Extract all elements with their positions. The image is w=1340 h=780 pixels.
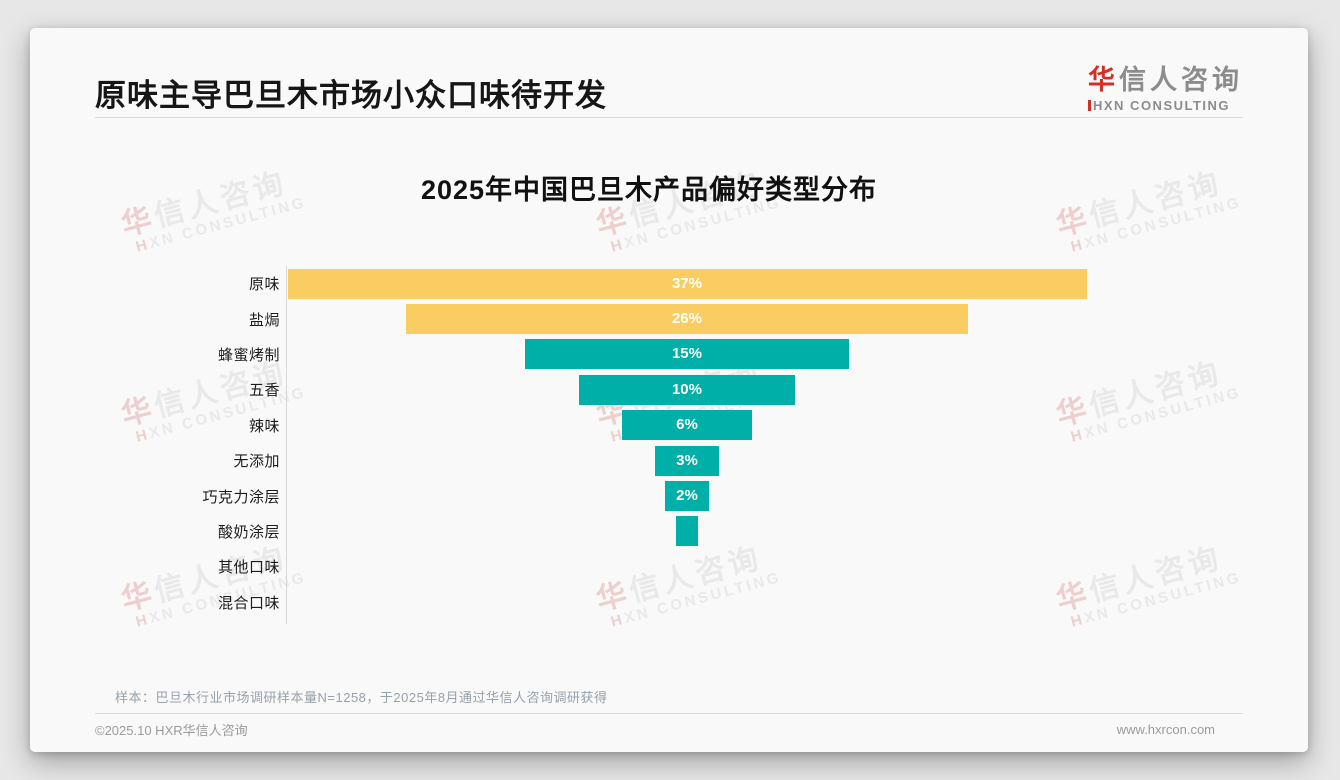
report-card: 华信人咨询 HXN CONSULTING 华信人咨询 HXN CONSULTING 华信… [30, 28, 1308, 752]
bar-area [287, 587, 1277, 617]
category-label: 原味 [248, 276, 280, 294]
logo-en-text: HXN CONSULTING [1093, 98, 1231, 113]
category-label: 巧克力涂层 [202, 488, 280, 506]
bar-area: 3% [287, 445, 1277, 476]
chart-row: 盐焗 26% [60, 301, 1308, 336]
chart-row: 辣味 6% [60, 408, 1308, 443]
chart-row: 混合口味 [60, 585, 1308, 620]
category-label: 其他口味 [217, 559, 280, 577]
logo-chinese-name: 华信人咨询 [1088, 58, 1243, 97]
value-label: 3% [676, 451, 698, 469]
funnel-chart: 原味 37% 盐焗 26% 蜂蜜烤制 15% 五香 10% 辣味 6% 无添加 3% 巧克力涂层 2% 酸奶… [60, 266, 1308, 624]
bar-area [287, 552, 1277, 582]
bar: 37% [287, 268, 1087, 299]
bar: 2% [665, 481, 709, 512]
value-label: 2% [676, 487, 698, 505]
bar-area: 2% [287, 481, 1277, 512]
footer-divider [95, 713, 1243, 714]
copyright-text: ©2025.10 HXR华信人咨询 [95, 723, 248, 738]
chart-row: 无添加 3% [60, 443, 1308, 478]
bar [676, 516, 698, 547]
bar: 3% [654, 445, 720, 476]
chart-row: 其他口味 [60, 549, 1308, 584]
logo-zh-rest: 信人咨询 [1119, 65, 1243, 95]
axis-line [286, 266, 287, 624]
website-url: www.hxrcon.com [1116, 722, 1215, 737]
sample-note: 样本：巴旦木行业市场调研样本量N=1258，于2025年8月通过华信人咨询调研获… [115, 690, 608, 705]
bar: 6% [622, 410, 752, 441]
bar-area [287, 516, 1277, 547]
value-label: 37% [671, 274, 703, 292]
category-label: 蜂蜜烤制 [217, 346, 280, 364]
bar-area: 10% [287, 374, 1277, 405]
value-label: 6% [676, 416, 698, 434]
bar-area: 26% [287, 304, 1277, 335]
chart-title: 2025年中国巴旦木产品偏好类型分布 [420, 175, 878, 205]
bar-area: 6% [287, 410, 1277, 441]
bar: 10% [579, 374, 795, 405]
category-label: 无添加 [233, 453, 280, 471]
bar: 26% [406, 304, 968, 335]
chart-row: 五香 10% [60, 372, 1308, 407]
chart-rows: 原味 37% 盐焗 26% 蜂蜜烤制 15% 五香 10% 辣味 6% 无添加 3% 巧克力涂层 2% 酸奶… [60, 266, 1308, 620]
category-label: 酸奶涂层 [217, 523, 280, 541]
value-label: 15% [671, 345, 702, 363]
logo-accent-char: 华 [1088, 65, 1119, 95]
category-label: 五香 [248, 382, 280, 400]
bar: 15% [525, 339, 849, 370]
logo-red-mark-icon [1088, 100, 1091, 111]
page-title: 原味主导巴旦木市场小众口味待开发 [95, 78, 607, 113]
value-label: 26% [671, 310, 702, 328]
bar-area: 37% [287, 268, 1277, 299]
bar-area: 15% [287, 339, 1277, 370]
value-label: 10% [671, 380, 702, 398]
chart-row: 原味 37% [60, 266, 1308, 301]
chart-row: 酸奶涂层 [60, 514, 1308, 549]
category-label: 盐焗 [248, 311, 280, 329]
category-label: 辣味 [248, 417, 280, 435]
brand-logo: 华信人咨询 HXN CONSULTING [1088, 58, 1243, 113]
header-divider [95, 117, 1243, 118]
category-label: 混合口味 [217, 594, 280, 612]
chart-row: 蜂蜜烤制 15% [60, 337, 1308, 372]
logo-english-name: HXN CONSULTING [1088, 98, 1243, 113]
chart-row: 巧克力涂层 2% [60, 478, 1308, 513]
